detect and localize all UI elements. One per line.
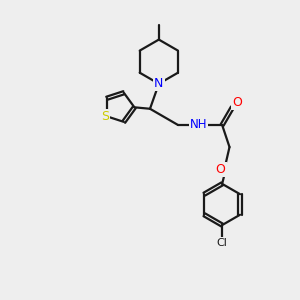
Text: O: O [216, 163, 226, 176]
Text: Cl: Cl [217, 238, 228, 248]
Text: O: O [232, 96, 242, 110]
Text: NH: NH [190, 118, 207, 131]
Text: N: N [154, 77, 164, 90]
Text: S: S [101, 110, 109, 123]
